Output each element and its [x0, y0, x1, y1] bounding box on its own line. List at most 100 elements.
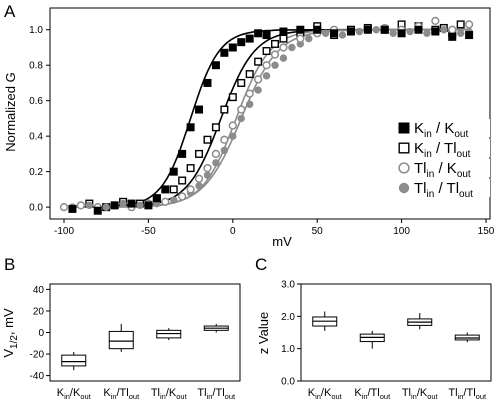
data-point: [228, 121, 237, 130]
data-point: [178, 149, 187, 158]
data-point: [228, 93, 237, 102]
data-point: [423, 29, 431, 37]
legend-label: Kin / Tlout: [414, 140, 471, 160]
panel-b-label: B: [4, 255, 15, 274]
legend-label: Tlin / Tlout: [414, 180, 473, 200]
box-plot: [61, 351, 87, 371]
x-tick-label: 0: [230, 226, 236, 237]
panel-a-label: A: [4, 2, 16, 21]
category-label: Kin/Kout: [57, 387, 92, 401]
data-point: [279, 34, 288, 43]
legend-background: [392, 159, 490, 177]
data-point: [245, 100, 254, 108]
data-point: [59, 202, 69, 212]
legend-background: [392, 139, 490, 157]
y-tick-label: -40: [30, 371, 45, 382]
panel-b-boxes: [61, 323, 229, 371]
data-point: [245, 70, 254, 79]
data-point: [186, 164, 195, 173]
data-point: [211, 149, 221, 159]
data-point: [245, 89, 254, 98]
data-point: [456, 20, 465, 29]
data-point: [220, 105, 229, 114]
category-label: Tlin/Tlout: [197, 387, 236, 401]
panel-a-data-points: [59, 16, 474, 215]
legend-background: [392, 179, 490, 197]
category-label: Tlin/Kout: [402, 387, 439, 401]
data-point: [102, 203, 110, 211]
data-point: [431, 27, 440, 36]
data-point: [203, 171, 212, 179]
data-point: [440, 26, 448, 34]
data-point: [68, 204, 77, 213]
data-point: [93, 206, 102, 215]
data-point: [144, 201, 153, 210]
data-point: [262, 61, 271, 70]
y-tick-label: 1.0: [281, 344, 295, 355]
data-point: [431, 16, 440, 26]
panel-b-y-ticks: -40 -20 0 20 40: [30, 285, 50, 382]
data-point: [178, 176, 187, 185]
data-point: [346, 27, 355, 36]
data-point: [262, 31, 271, 40]
data-point: [338, 31, 347, 39]
data-point: [203, 135, 212, 144]
data-point: [169, 167, 178, 176]
panel-b-categories: Kin/Kout Kin/Tlout Tlin/Kout Tlin/Tlout: [57, 387, 236, 401]
y-label-part: , mV: [1, 308, 16, 335]
box-plot: [454, 332, 480, 343]
data-point: [110, 201, 119, 210]
y-tick-label: 2.0: [281, 312, 295, 323]
data-point: [186, 123, 195, 132]
y-tick-label: 0.0: [281, 377, 295, 388]
y-tick-label: 0.2: [29, 167, 43, 178]
data-point: [330, 29, 339, 38]
data-point: [414, 25, 423, 34]
x-tick-label: 50: [312, 226, 324, 237]
data-point: [380, 25, 389, 34]
box-plot: [312, 311, 338, 331]
x-tick-label: -100: [54, 226, 74, 237]
data-point: [136, 201, 144, 210]
data-point: [254, 86, 262, 94]
box-plot: [108, 323, 134, 352]
data-point: [253, 75, 263, 84]
box-plot: [407, 313, 433, 330]
category-label: Kin/Tlout: [354, 387, 391, 401]
data-point: [178, 192, 187, 201]
data-point: [211, 61, 220, 70]
category-label: Tlin/Kout: [151, 387, 188, 401]
y-label-part: V: [1, 349, 16, 358]
data-point: [448, 25, 457, 34]
data-point: [279, 54, 288, 62]
data-point: [456, 29, 465, 37]
category-label: Tlin/Tlout: [448, 387, 487, 401]
data-point: [195, 105, 204, 114]
data-point: [305, 34, 313, 43]
panel-c-y-axis-label: z Value: [256, 312, 271, 354]
data-point: [203, 78, 212, 87]
panel-a-y-ticks: 0.0 0.2 0.4 0.6 0.8 1.0: [29, 25, 50, 214]
data-point: [195, 182, 203, 190]
data-point: [170, 196, 178, 204]
panel-b: B V1/2, mV -40 -20 0 20 40 Kin/Kout Kin/Tlout…: [1, 255, 241, 401]
data-point: [127, 199, 136, 208]
panel-a: A Normalized G mV -100 -50 0 50 100 150 0.00.…: [3, 2, 495, 249]
x-tick-label: 150: [478, 226, 495, 237]
box-body: [61, 354, 87, 367]
legend-marker: [398, 142, 410, 154]
data-point: [237, 78, 246, 87]
y-tick-label: 40: [33, 285, 45, 296]
panel-b-frame: [49, 283, 241, 382]
box-plot: [359, 330, 385, 349]
panel-c-categories: Kin/Kout Kin/Tlout Tlin/Kout Tlin/Tlout: [308, 387, 487, 401]
data-point: [195, 149, 204, 158]
box-plot: [156, 328, 182, 341]
data-point: [279, 27, 288, 36]
data-point: [254, 57, 263, 66]
data-point: [237, 114, 245, 123]
panel-c-label: C: [255, 255, 267, 274]
box-body: [108, 330, 134, 350]
y-tick-label: 3.0: [281, 280, 295, 291]
